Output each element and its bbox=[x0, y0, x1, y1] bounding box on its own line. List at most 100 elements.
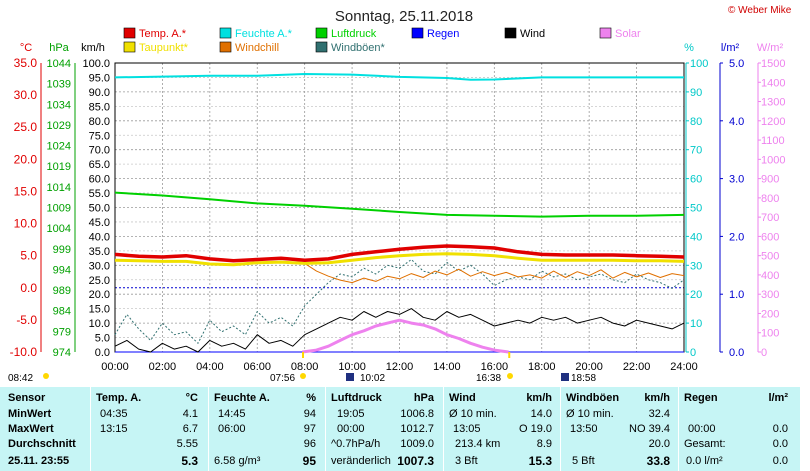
tick-solar: 1300 bbox=[761, 97, 785, 109]
stats-table: Sensor Temp. A. °C Feuchte A. % Luftdruc… bbox=[0, 387, 800, 471]
legend-label-wind: Wind bbox=[520, 28, 545, 40]
tick-temp: 30.0 bbox=[14, 88, 38, 102]
tick-hpa: 984 bbox=[53, 306, 71, 318]
tick-x: 14:00 bbox=[433, 361, 461, 373]
tick-hpa: 1009 bbox=[47, 203, 71, 215]
header-sensor: Sensor bbox=[8, 392, 46, 404]
header-feuchte: Feuchte A. bbox=[214, 392, 270, 404]
tick-kmh: 50.0 bbox=[89, 203, 110, 215]
min-wind-val: 14.0 bbox=[530, 408, 552, 420]
legend-swatch-regen bbox=[411, 27, 424, 39]
tick-solar: 800 bbox=[761, 193, 779, 205]
tick-solar: 700 bbox=[761, 212, 779, 224]
tick-x: 12:00 bbox=[386, 361, 414, 373]
max-regen-val: 0.0 bbox=[772, 423, 788, 435]
sun-icon bbox=[43, 373, 49, 379]
tick-temp: 5.0 bbox=[20, 249, 37, 263]
min-feuchte-val: 94 bbox=[303, 408, 316, 420]
tick-kmh: 30.0 bbox=[89, 260, 110, 272]
header-luftdruck-unit: hPa bbox=[413, 392, 434, 404]
tick-kmh: 40.0 bbox=[89, 231, 110, 243]
tick-x: 04:00 bbox=[196, 361, 224, 373]
tick-kmh: 10.0 bbox=[89, 318, 110, 330]
tick-solar: 1500 bbox=[761, 58, 785, 70]
tick-rain: 5.0 bbox=[729, 58, 744, 70]
tick-humidity: 60 bbox=[690, 174, 702, 186]
sun-time-transit: 10:02 bbox=[360, 373, 385, 384]
series-line-solar bbox=[302, 318, 509, 354]
right-axes: 0 10 20 30 40 50 60 70 80 90 100 0.0 1.0 2.0 3.0 4.0 5.0… bbox=[685, 58, 785, 359]
tick-temp: 15.0 bbox=[14, 184, 38, 198]
legend-swatch-windb-en bbox=[315, 41, 328, 53]
tick-solar: 1100 bbox=[761, 135, 785, 147]
header-regen: Regen bbox=[684, 392, 718, 404]
max-feuchte-time: 06:00 bbox=[218, 423, 246, 435]
left-axes: -10.0 -5.0 0.0 5.0 10.0 15.0 20.0 25.0 30.0 35.0 9… bbox=[10, 56, 110, 359]
row-label-min: MinWert bbox=[8, 408, 52, 420]
cur-boen-bft: 5 Bft bbox=[572, 455, 595, 467]
series-line-feuchte-a bbox=[114, 73, 684, 81]
series-line-windb-en bbox=[114, 259, 685, 344]
cur-wind-bft: 3 Bft bbox=[455, 455, 478, 467]
header-temp: Temp. A. bbox=[96, 392, 142, 404]
header-windboen: Windböen bbox=[566, 392, 620, 404]
avg-boen-val: 20.0 bbox=[648, 438, 670, 450]
tick-hpa: 1004 bbox=[47, 223, 71, 235]
tick-kmh: 80.0 bbox=[89, 116, 110, 128]
sun-icon bbox=[507, 373, 513, 379]
tick-kmh: 75.0 bbox=[89, 130, 110, 142]
tick-rain: 3.0 bbox=[729, 174, 744, 186]
tick-x: 16:00 bbox=[481, 361, 509, 373]
tick-x: 20:00 bbox=[575, 361, 603, 373]
tick-humidity: 100 bbox=[690, 58, 708, 70]
tick-kmh: 35.0 bbox=[89, 246, 110, 258]
axis-unit-temp: °C bbox=[20, 42, 32, 54]
min-wind-label: Ø 10 min. bbox=[449, 408, 497, 420]
sun-time-sunrise_left: 08:42 bbox=[8, 373, 33, 384]
x-axis: 00:00 02:00 04:00 06:00 08:00 10:00 12:00 14:00… bbox=[101, 361, 698, 373]
row-label-avg: Durchschnitt bbox=[8, 438, 76, 450]
min-boen-label: Ø 10 min. bbox=[566, 408, 614, 420]
axis-unit-solar: W/m² bbox=[757, 42, 784, 54]
series-line-windchill bbox=[304, 262, 685, 284]
max-boen-time: 13:50 bbox=[570, 423, 598, 435]
moon-icon bbox=[561, 373, 569, 381]
max-wind-time: 13:05 bbox=[453, 423, 481, 435]
tick-humidity: 20 bbox=[690, 289, 702, 301]
tick-x: 18:00 bbox=[528, 361, 556, 373]
axis-unit-hpa: hPa bbox=[49, 42, 69, 54]
tick-humidity: 80 bbox=[690, 116, 702, 128]
avg-regen-label: Gesamt: bbox=[684, 438, 726, 450]
tick-kmh: 70.0 bbox=[89, 145, 110, 157]
tick-kmh: 15.0 bbox=[89, 304, 110, 316]
legend-swatch-wind bbox=[504, 27, 517, 39]
header-luftdruck: Luftdruck bbox=[331, 392, 382, 404]
tick-temp: -10.0 bbox=[10, 345, 38, 359]
header-wind-unit: km/h bbox=[526, 392, 552, 404]
legend-swatch-temp-a bbox=[123, 27, 136, 39]
series-line-luftdruck bbox=[114, 191, 685, 218]
tick-solar: 0 bbox=[761, 347, 767, 359]
legend-swatch-windchill bbox=[219, 41, 232, 53]
tick-hpa: 979 bbox=[53, 326, 71, 338]
tick-hpa: 1024 bbox=[47, 141, 71, 153]
min-druck-val: 1006.8 bbox=[400, 408, 434, 420]
sun-time-sunrise: 07:56 bbox=[270, 373, 295, 384]
tick-solar: 200 bbox=[761, 308, 779, 320]
avg-wind-val: 8.9 bbox=[536, 438, 552, 450]
max-feuchte-val: 97 bbox=[303, 423, 316, 435]
axis-unit-rain: l/m² bbox=[721, 42, 740, 54]
max-regen-time: 00:00 bbox=[688, 423, 716, 435]
tick-kmh: 60.0 bbox=[89, 174, 110, 186]
sun-times: 08:42 07:56 10:02 16:38 18:58 bbox=[8, 352, 596, 384]
cur-regen-val: 0.0 bbox=[772, 455, 788, 467]
cur-wind-val: 15.3 bbox=[528, 454, 552, 468]
cur-temp-val: 5.3 bbox=[181, 454, 198, 468]
tick-kmh: 65.0 bbox=[89, 159, 110, 171]
min-feuchte-time: 14:45 bbox=[218, 408, 246, 420]
max-druck-time: 00:00 bbox=[337, 423, 365, 435]
legend-label-taupunkt: Taupunkt* bbox=[139, 42, 189, 54]
copyright-text: © Weber Mike bbox=[728, 5, 792, 16]
series-line-taupunkt bbox=[114, 252, 685, 267]
cur-druck-label: veränderlich bbox=[331, 455, 391, 467]
